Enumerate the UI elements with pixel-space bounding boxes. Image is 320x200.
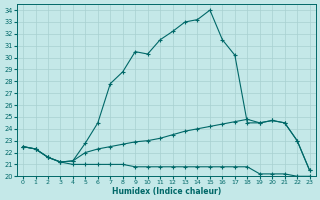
X-axis label: Humidex (Indice chaleur): Humidex (Indice chaleur)	[112, 187, 221, 196]
